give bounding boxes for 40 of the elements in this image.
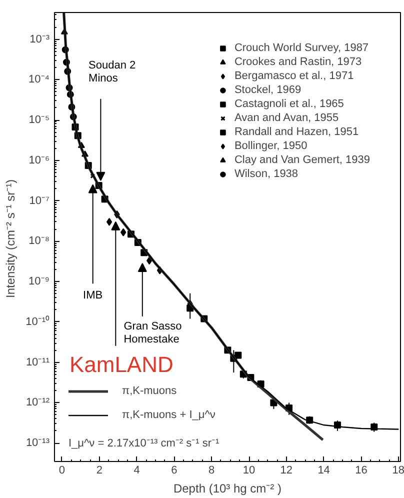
legend-label: Stockel, 1969 <box>234 84 302 96</box>
legend-label: Bergamasco et al., 1971 <box>234 70 354 82</box>
legend-label: Clay and Van Gemert, 1939 <box>234 154 370 166</box>
legend-label: π,K-muons <box>122 385 177 397</box>
x-tick-label: 2 <box>96 464 102 476</box>
y-tick-label: 10⁻¹² <box>26 396 50 409</box>
y-tick-label: 10⁻⁸ <box>28 235 50 248</box>
annotation: KamLAND <box>69 352 174 377</box>
annotation: Gran Sasso Homestake <box>124 320 182 346</box>
annotation: I_μ^ν = 2.17x10⁻¹³ cm⁻² s⁻¹ sr⁻¹ <box>68 438 220 450</box>
x-tick-label: 4 <box>134 464 140 476</box>
legend-label: Crouch World Survey, 1987 <box>234 42 369 54</box>
y-tick-label: 10⁻⁷ <box>29 194 50 207</box>
legend-label: π,K-muons + I_μ^ν <box>122 409 216 421</box>
x-tick-label: 0 <box>58 464 66 476</box>
y-tick-label: 10⁻⁵ <box>28 114 50 126</box>
y-tick-label: 10⁻¹³ <box>26 437 50 450</box>
y-tick-label: 10⁻¹¹ <box>26 356 50 368</box>
x-tick-label: 6 <box>171 464 178 476</box>
legend-label: Crookes and Rastin, 1973 <box>234 56 362 68</box>
x-tick-label: 10 <box>242 464 256 476</box>
legend-label: Bollinger, 1950 <box>234 140 308 152</box>
x-tick-label: 8 <box>208 464 215 476</box>
legend-label: Castagnoli et al., 1965 <box>234 98 344 110</box>
x-tick-label: 16 <box>355 464 368 476</box>
x-tick-label: 12 <box>280 464 293 476</box>
y-tick-label: 10⁻³ <box>30 33 50 46</box>
y-tick-label: 10⁻⁶ <box>28 154 50 166</box>
legend-label: Avan and Avan, 1955 <box>234 112 339 124</box>
annotation: IMB <box>83 290 103 302</box>
legend-label: Wilson, 1938 <box>234 168 298 180</box>
x-axis-title: Depth (10³ hg cm⁻² ) <box>173 482 282 496</box>
y-tick-label: 10⁻⁴ <box>28 74 50 86</box>
y-axis-title: Intensity (cm⁻² s⁻¹ sr⁻¹) <box>4 179 18 298</box>
y-tick-label: 10⁻⁹ <box>28 276 50 288</box>
x-tick-label: 18 <box>392 464 404 476</box>
legend-label: Randall and Hazen, 1951 <box>234 126 359 138</box>
x-tick-label: 14 <box>318 464 330 476</box>
y-tick-label: 10⁻¹⁰ <box>26 314 50 328</box>
annotation: Soudan 2 Minos <box>88 59 136 85</box>
